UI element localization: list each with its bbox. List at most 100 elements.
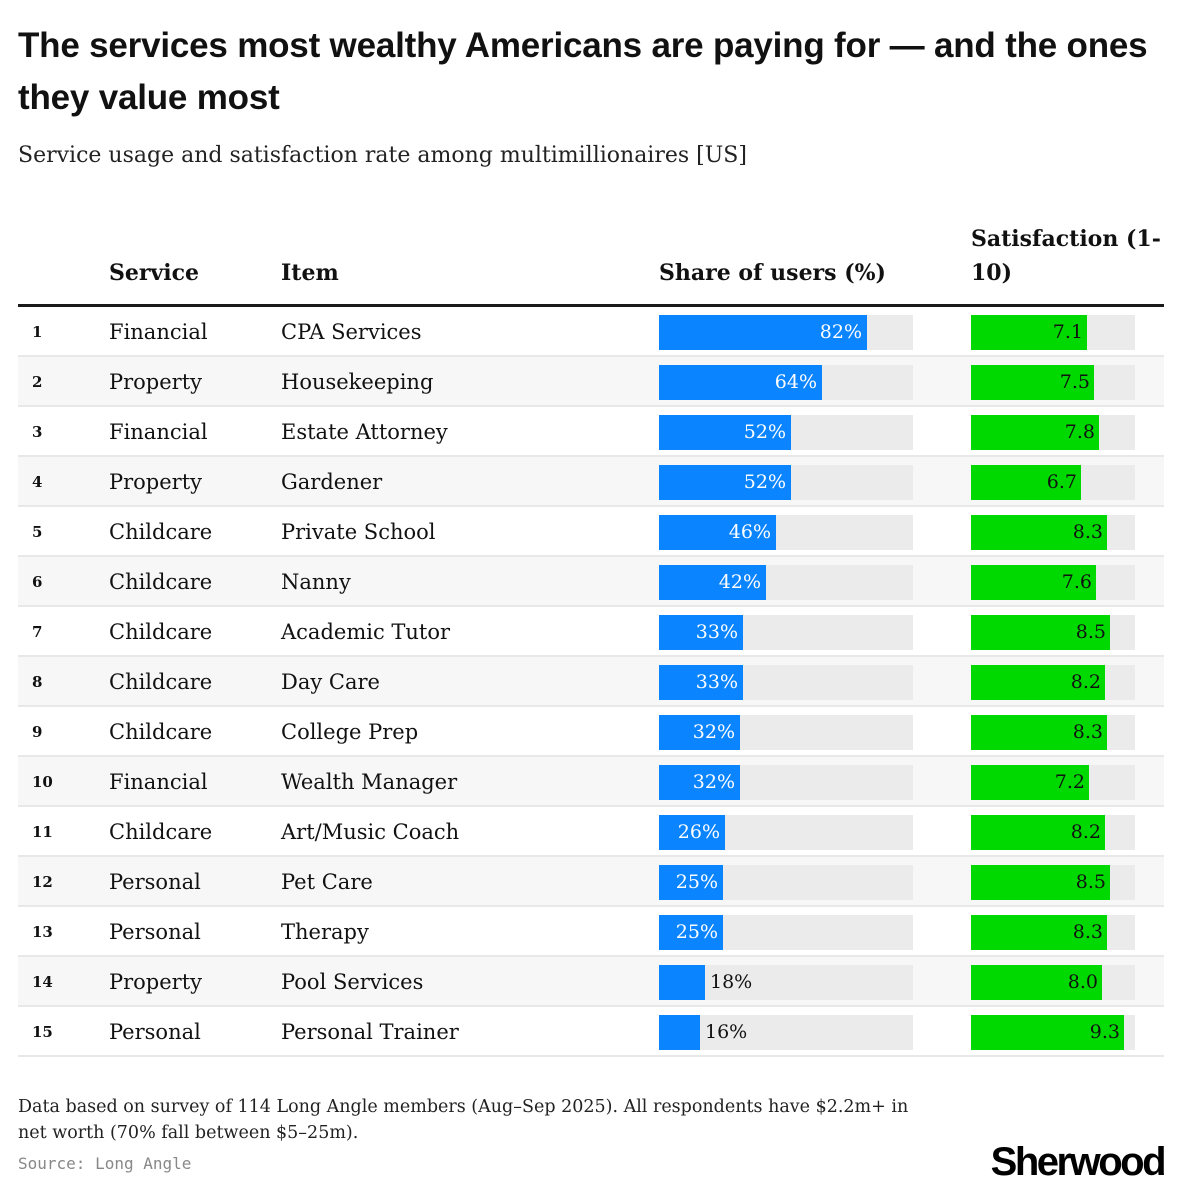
- satisfaction-bar: [971, 315, 1087, 350]
- share-bar: [659, 715, 740, 750]
- share-value-label: 64%: [774, 371, 817, 393]
- satisfaction-bar-track: 7.2: [971, 765, 1135, 800]
- service-item: Therapy: [281, 920, 369, 944]
- service-item: Housekeeping: [281, 370, 434, 394]
- share-value-label: 33%: [695, 671, 738, 693]
- chart-title: The services most wealthy Americans are …: [18, 26, 1148, 117]
- service-category: Childcare: [109, 820, 213, 844]
- service-item: Day Care: [281, 670, 380, 694]
- column-header-service: Service: [109, 260, 200, 286]
- service-item: Nanny: [281, 570, 351, 594]
- table-row: 3 Financial Estate Attorney 52% 7.8: [18, 407, 1164, 457]
- satisfaction-bar-track: 8.3: [971, 915, 1135, 950]
- share-bar: [659, 915, 723, 950]
- satisfaction-bar-track: 6.7: [971, 465, 1135, 500]
- share-bar-track: 26%: [659, 815, 913, 850]
- table-row: 7 Childcare Academic Tutor 33% 8.5: [18, 607, 1164, 657]
- satisfaction-bar: [971, 765, 1089, 800]
- satisfaction-bar: [971, 865, 1110, 900]
- rank-number: 14: [32, 973, 53, 991]
- satisfaction-value-label: 8.5: [1075, 871, 1106, 893]
- column-header-satisfaction: Satisfaction (1-10): [971, 226, 1161, 286]
- rank-number: 7: [32, 623, 43, 641]
- share-bar: [659, 515, 776, 550]
- satisfaction-bar: [971, 665, 1105, 700]
- satisfaction-bar: [971, 415, 1099, 450]
- satisfaction-bar-track: 8.0: [971, 965, 1135, 1000]
- satisfaction-bar: [971, 615, 1110, 650]
- satisfaction-bar: [971, 715, 1107, 750]
- satisfaction-value-label: 8.2: [1070, 671, 1101, 693]
- satisfaction-bar-track: 8.3: [971, 515, 1135, 550]
- share-bar-track: 32%: [659, 715, 913, 750]
- share-bar: [659, 865, 723, 900]
- service-category: Property: [109, 970, 203, 994]
- share-bar-track: 33%: [659, 615, 913, 650]
- service-category: Property: [109, 370, 203, 394]
- share-bar: [659, 615, 743, 650]
- service-category: Personal: [109, 1020, 201, 1044]
- share-value-label: 33%: [695, 621, 738, 643]
- satisfaction-bar-track: 7.1: [971, 315, 1135, 350]
- share-bar-track: 82%: [659, 315, 913, 350]
- rank-number: 6: [32, 573, 43, 591]
- service-item: College Prep: [281, 720, 419, 744]
- satisfaction-value-label: 8.0: [1067, 971, 1098, 993]
- satisfaction-bar: [971, 915, 1107, 950]
- rank-number: 13: [32, 923, 53, 941]
- share-bar: [659, 415, 791, 450]
- share-bar-track: 52%: [659, 415, 913, 450]
- rank-number: 2: [32, 373, 43, 391]
- service-category: Financial: [109, 770, 208, 794]
- share-bar-track: 42%: [659, 565, 913, 600]
- share-value-label: 25%: [675, 871, 718, 893]
- table-row: 9 Childcare College Prep 32% 8.3: [18, 707, 1164, 757]
- service-item: Pet Care: [281, 870, 373, 894]
- share-bar: [659, 465, 791, 500]
- share-value-label: 32%: [692, 721, 735, 743]
- satisfaction-value-label: 7.8: [1064, 421, 1095, 443]
- share-bar: [659, 665, 743, 700]
- satisfaction-value-label: 9.3: [1089, 1021, 1120, 1043]
- service-category: Property: [109, 470, 203, 494]
- rank-number: 15: [32, 1023, 53, 1041]
- share-bar-track: 64%: [659, 365, 913, 400]
- satisfaction-bar-track: 7.6: [971, 565, 1135, 600]
- table-header: Service Item Share of users (%) Satisfac…: [18, 222, 1164, 307]
- column-header-item: Item: [281, 260, 339, 286]
- satisfaction-bar-track: 9.3: [971, 1015, 1135, 1050]
- service-category: Personal: [109, 920, 201, 944]
- satisfaction-bar-track: 8.5: [971, 865, 1135, 900]
- share-value-label: 26%: [677, 821, 720, 843]
- satisfaction-value-label: 8.3: [1072, 721, 1103, 743]
- share-bar: [659, 765, 740, 800]
- service-category: Childcare: [109, 520, 213, 544]
- service-category: Personal: [109, 870, 201, 894]
- service-category: Childcare: [109, 670, 213, 694]
- table-row: 6 Childcare Nanny 42% 7.6: [18, 557, 1164, 607]
- rank-number: 1: [32, 323, 43, 341]
- service-item: Wealth Manager: [281, 770, 458, 794]
- satisfaction-bar-track: 8.3: [971, 715, 1135, 750]
- service-category: Childcare: [109, 620, 213, 644]
- share-value-label: 18%: [710, 971, 753, 993]
- table-row: 12 Personal Pet Care 25% 8.5: [18, 857, 1164, 907]
- table-row: 14 Property Pool Services 18% 8.0: [18, 957, 1164, 1007]
- share-value-label: 46%: [728, 521, 771, 543]
- satisfaction-value-label: 8.5: [1075, 621, 1106, 643]
- table-row: 5 Childcare Private School 46% 8.3: [18, 507, 1164, 557]
- service-category: Financial: [109, 320, 208, 344]
- share-bar: [659, 965, 705, 1000]
- rank-number: 11: [32, 823, 53, 841]
- service-item: Academic Tutor: [281, 620, 451, 644]
- satisfaction-bar: [971, 1015, 1124, 1050]
- satisfaction-bar-track: 8.5: [971, 615, 1135, 650]
- share-value-label: 42%: [718, 571, 761, 593]
- satisfaction-bar-track: 7.5: [971, 365, 1135, 400]
- satisfaction-value-label: 7.5: [1059, 371, 1090, 393]
- satisfaction-value-label: 7.2: [1054, 771, 1085, 793]
- share-bar: [659, 315, 867, 350]
- table-body: 1 Financial CPA Services 82% 7.1 2 Property Hou…: [18, 307, 1164, 1057]
- satisfaction-bar-track: 8.2: [971, 815, 1135, 850]
- rank-number: 5: [32, 523, 43, 541]
